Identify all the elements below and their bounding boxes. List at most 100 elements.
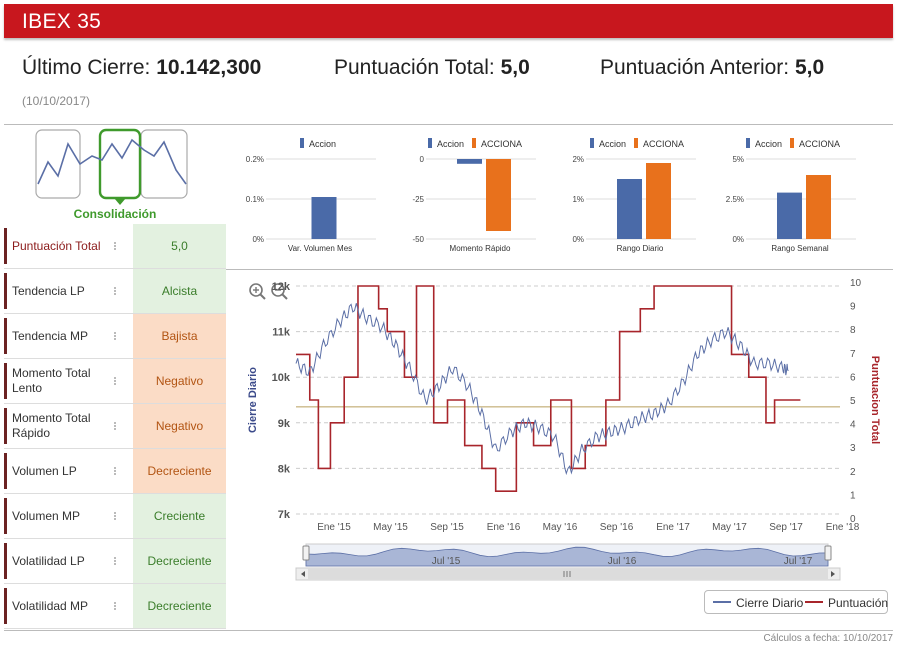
legend-swatch-icon: [634, 138, 638, 148]
legend-line-icon: [805, 600, 823, 603]
drag-handle-icon[interactable]: [112, 511, 118, 523]
previous-score-value: 5,0: [794, 56, 825, 79]
mini-chart: Accion 0.2% 0.1% 0% Var. Volumen Mes: [246, 138, 376, 253]
bar[interactable]: [617, 179, 642, 239]
x-tick-label: Sep '17: [769, 522, 803, 533]
indicator-value: Decreciente: [133, 584, 226, 628]
indicator-row: Volatilidad LP Decreciente: [4, 539, 226, 584]
navigator-label: Jul '17: [784, 556, 813, 567]
drag-handle-icon[interactable]: [112, 421, 118, 433]
drag-handle-icon[interactable]: [112, 331, 118, 343]
divider: [4, 630, 893, 631]
indicator-label: Tendencia MP: [4, 318, 108, 354]
indicator-label: Volatilidad LP: [4, 543, 108, 579]
bar[interactable]: [486, 159, 511, 231]
tick-label: 2.5%: [726, 195, 744, 204]
bar[interactable]: [311, 197, 337, 239]
indicator-list: Puntuación Total 5,0 Tendencia LP Alcista Te…: [4, 224, 226, 629]
zoom-controls: [249, 283, 288, 300]
indicator-row: Tendencia MP Bajista: [4, 314, 226, 359]
legend-swatch-icon: [746, 138, 750, 148]
tick-label: 2%: [572, 155, 584, 164]
close-date: (10/10/2017): [22, 94, 91, 108]
scroll-left-icon[interactable]: [301, 571, 305, 577]
legend-item-cierre[interactable]: Cierre Diario: [713, 596, 803, 610]
tick-label: -50: [412, 235, 424, 244]
indicator-row: Volumen MP Creciente: [4, 494, 226, 539]
phase-box-3: [140, 129, 188, 199]
y-tick-label: 7k: [278, 509, 291, 521]
x-tick-label: May '16: [543, 522, 578, 533]
navigator-area: [305, 546, 829, 567]
navigator-label: Jul '16: [608, 556, 637, 567]
zoom-out-icon[interactable]: [271, 283, 288, 300]
series-puntuacion: [296, 285, 801, 492]
indicator-label: Tendencia LP: [4, 273, 108, 309]
legend-label: ACCIONA: [799, 139, 840, 149]
tick-label: 0%: [572, 235, 584, 244]
chart-legend: Cierre Diario Puntuación: [704, 590, 888, 614]
zoom-in-icon[interactable]: [249, 283, 266, 300]
indicator-row: Tendencia LP Alcista: [4, 269, 226, 314]
x-tick-label: Sep '16: [600, 522, 634, 533]
drag-handle-icon[interactable]: [112, 466, 118, 478]
calc-date: Cálculos a fecha: 10/10/2017: [763, 633, 893, 644]
bar[interactable]: [806, 175, 831, 239]
drag-handle-icon[interactable]: [112, 601, 118, 613]
scroll-right-icon[interactable]: [831, 571, 835, 577]
x-tick-label: Ene '15: [317, 522, 351, 533]
tick-label: 0%: [252, 235, 264, 244]
bar[interactable]: [777, 192, 802, 239]
legend-item-puntuacion[interactable]: Puntuación: [805, 596, 888, 610]
header-bar: IBEX 35: [4, 4, 893, 38]
metrics-row: Último Cierre: 10.142,300 Puntuación Tot…: [22, 56, 901, 86]
last-close-value: 10.142,300: [156, 56, 262, 79]
y2-tick-label: 3: [850, 443, 856, 454]
x-tick-label: Ene '16: [487, 522, 521, 533]
bar[interactable]: [646, 163, 671, 239]
bar[interactable]: [457, 159, 482, 164]
navigator-handle-icon[interactable]: [824, 545, 832, 561]
legend-label: ACCIONA: [643, 139, 684, 149]
tick-label: 1%: [572, 195, 584, 204]
phase-box-1: [35, 129, 81, 199]
indicator-label: Momento Total Lento: [4, 363, 108, 399]
drag-handle-icon[interactable]: [112, 556, 118, 568]
drag-handle-icon[interactable]: [112, 376, 118, 388]
y2-tick-label: 2: [850, 467, 856, 478]
mini-chart: Accion ACCIONA 2% 1% 0% Rango Diario: [572, 138, 696, 253]
x-tick-label: May '15: [373, 522, 408, 533]
legend-label: Cierre Diario: [736, 596, 804, 610]
indicator-row: Volumen LP Decreciente: [4, 449, 226, 494]
legend-label: ACCIONA: [481, 139, 522, 149]
last-close: Último Cierre: 10.142,300: [22, 56, 261, 80]
indicator-row: Puntuación Total 5,0: [4, 224, 226, 269]
navigator[interactable]: Jul '15 Jul '16 Jul '17: [302, 543, 832, 567]
legend-label: Accion: [437, 139, 464, 149]
active-pointer-icon: [114, 198, 126, 205]
tick-label: 0%: [732, 235, 744, 244]
mini-chart: Accion ACCIONA 5% 2.5% 0% Rango Semanal: [726, 138, 856, 253]
tick-label: 5%: [732, 155, 744, 164]
scrollbar-thumb[interactable]: [308, 569, 828, 579]
indicator-value: Negativo: [133, 359, 226, 403]
legend-swatch-icon: [428, 138, 432, 148]
series-cierre-diario: [295, 303, 789, 476]
legend-label: Puntuación: [828, 596, 889, 610]
y-tick-label: 9k: [278, 418, 291, 430]
previous-score: Puntuación Anterior: 5,0: [600, 56, 824, 80]
drag-handle-icon[interactable]: [112, 286, 118, 298]
drag-handle-icon[interactable]: [112, 241, 118, 253]
legend-label: Accion: [309, 139, 336, 149]
legend-swatch-icon: [590, 138, 594, 148]
tick-label: 0.1%: [246, 195, 264, 204]
consolidation-panel: Consolidación: [4, 126, 226, 224]
indicator-label: Volumen MP: [4, 498, 108, 534]
x-tick-label: Ene '17: [656, 522, 690, 533]
mini-bar-charts: Accion 0.2% 0.1% 0% Var. Volumen Mes Accion AC…: [246, 138, 856, 253]
navigator-handle-icon[interactable]: [302, 545, 310, 561]
y2-tick-label: 0: [850, 514, 856, 525]
y2-tick-label: 6: [850, 372, 856, 383]
x-tick-label: Ene '18: [826, 522, 860, 533]
consolidation-line: [37, 138, 187, 185]
